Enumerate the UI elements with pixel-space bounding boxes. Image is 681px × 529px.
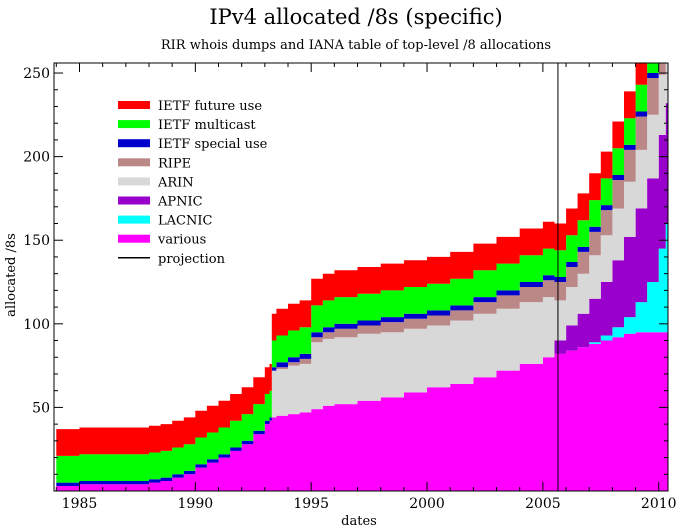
legend-label: RIPE <box>158 156 191 171</box>
legend-label: APNIC <box>157 195 203 210</box>
axes: 1985 1990 1995 2000 2005 2010 50 100 150 200 250 <box>23 62 677 512</box>
legend-label: ARIN <box>157 175 194 190</box>
plot-frame <box>53 62 669 492</box>
legend-label: IETF special use <box>158 137 268 152</box>
chart-title: IPv4 allocated /8s (specific) <box>209 5 502 29</box>
legend-label: IETF multicast <box>158 118 256 133</box>
legend-swatch <box>118 177 150 186</box>
x-tick-label: 2010 <box>641 496 677 512</box>
x-tick-label: 2005 <box>525 496 561 512</box>
legend-swatch <box>118 215 150 224</box>
x-tick-label: 1990 <box>178 496 214 512</box>
y-tick-label: 200 <box>23 150 50 166</box>
plot-area <box>56 63 668 491</box>
legend-swatch <box>118 120 150 129</box>
legend-swatch <box>118 101 150 109</box>
legend-swatch <box>118 196 150 205</box>
legend-swatch <box>118 158 150 167</box>
y-tick-label: 250 <box>23 66 50 82</box>
legend-swatch <box>118 234 150 243</box>
x-tick-label: 2000 <box>409 496 445 512</box>
legend-label: various <box>157 233 206 248</box>
legend-label: IETF future use <box>158 99 262 114</box>
chart-subtitle: RIR whois dumps and IANA table of top-le… <box>161 38 551 53</box>
legend-label: LACNIC <box>158 214 212 229</box>
y-axis-label: allocated /8s <box>4 233 19 317</box>
legend: IETF future use IETF multicast IETF specia… <box>118 99 268 267</box>
legend-swatch <box>118 139 150 148</box>
y-tick-label: 100 <box>23 317 50 333</box>
series-ietf-multicast <box>56 63 659 483</box>
y-tick-label: 50 <box>32 400 50 416</box>
y-tick-label: 150 <box>23 233 50 249</box>
x-tick-label: 1995 <box>293 496 329 512</box>
x-tick-label: 1985 <box>62 496 98 512</box>
x-axis-label: dates <box>341 514 377 529</box>
legend-label: projection <box>158 252 226 267</box>
series-various <box>56 332 668 491</box>
